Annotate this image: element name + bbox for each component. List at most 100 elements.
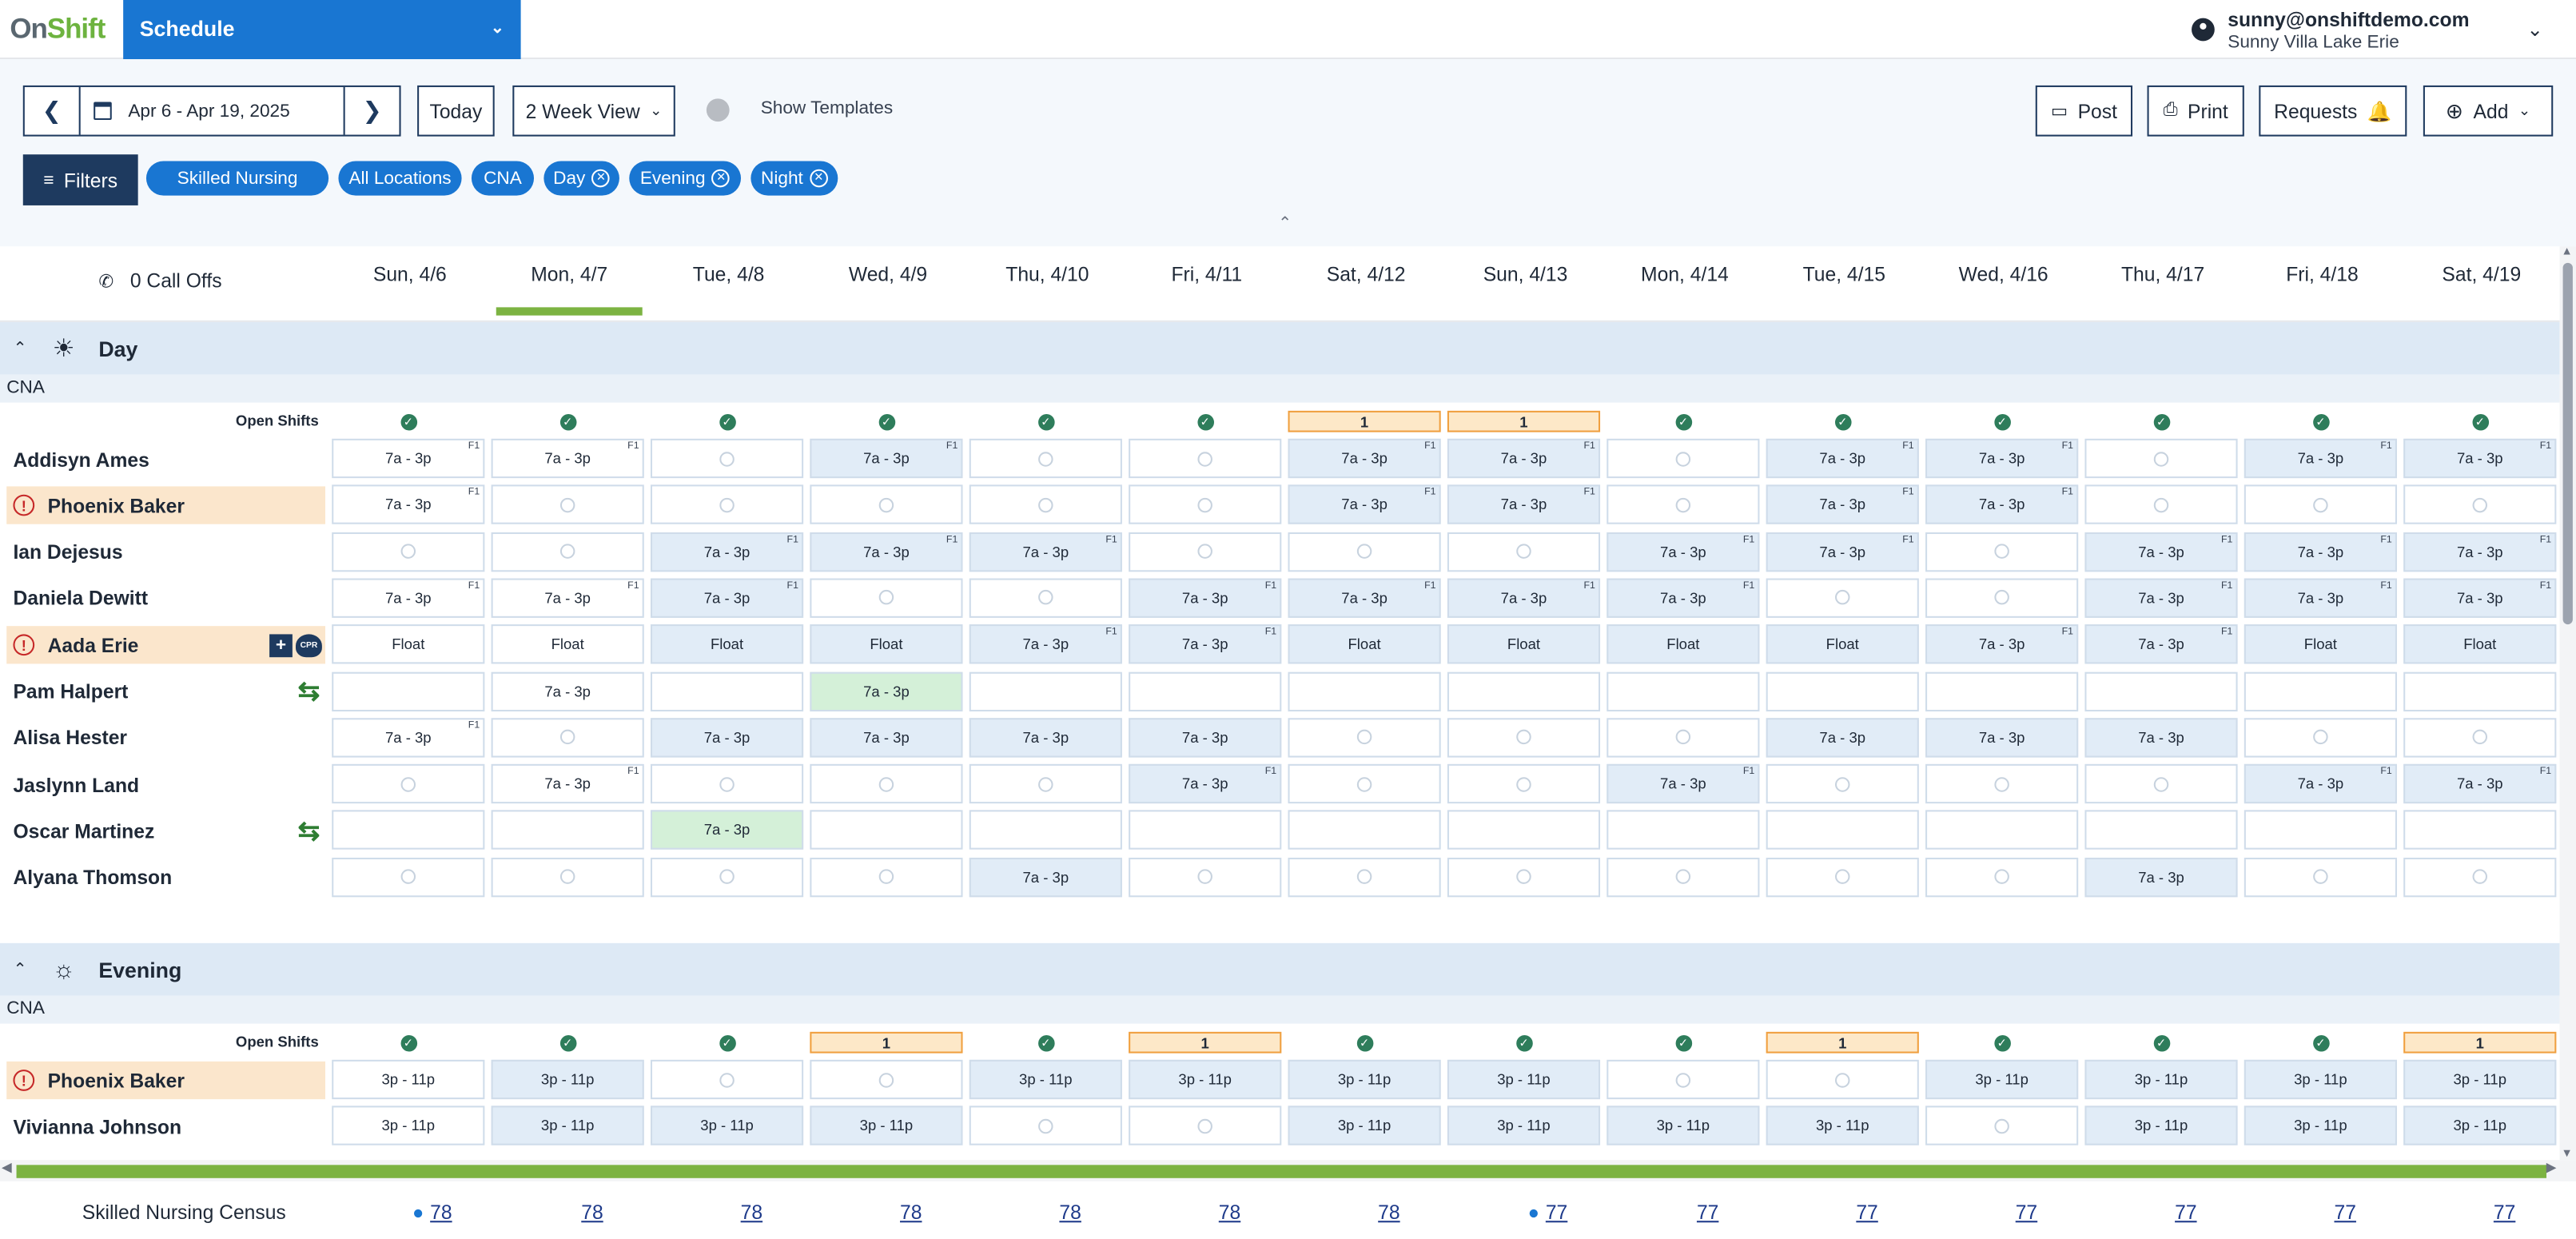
- census-value[interactable]: 78: [353, 1201, 512, 1224]
- shift-cell[interactable]: [1447, 671, 1601, 711]
- census-value[interactable]: 77: [2425, 1201, 2576, 1225]
- shift-cell[interactable]: [1447, 764, 1601, 804]
- shift-cell[interactable]: [1129, 532, 1282, 572]
- call-offs[interactable]: ✆ 0 Call Offs: [98, 269, 221, 293]
- shift-cell[interactable]: [1925, 857, 2079, 897]
- shift-cell[interactable]: 3p - 11p: [1447, 1106, 1601, 1146]
- open-shift-filled[interactable]: ✓: [1925, 1032, 2078, 1054]
- open-shift-filled[interactable]: ✓: [1607, 1032, 1759, 1054]
- shift-cell[interactable]: 7a - 3p: [969, 717, 1122, 758]
- vertical-scrollbar[interactable]: ▲ ▼: [2559, 246, 2576, 1160]
- shift-cell[interactable]: [650, 438, 804, 479]
- shift-cell[interactable]: 7a - 3p F1: [491, 764, 644, 804]
- shift-cell[interactable]: 7a - 3p F1: [1447, 578, 1601, 618]
- shift-cell[interactable]: 3p - 11p: [969, 1059, 1122, 1100]
- open-shift-count[interactable]: 1: [810, 1031, 963, 1054]
- shift-cell[interactable]: [2403, 857, 2557, 897]
- shift-cell[interactable]: Float: [332, 624, 485, 664]
- shift-cell[interactable]: [2403, 717, 2557, 758]
- filter-chip-all-locations[interactable]: All Locations: [338, 161, 462, 196]
- shift-cell[interactable]: [1607, 717, 1760, 758]
- shift-cell[interactable]: 7a - 3p F1: [1288, 438, 1441, 479]
- census-value[interactable]: 78: [1309, 1201, 1468, 1225]
- shift-cell[interactable]: [1129, 438, 1282, 479]
- day-column-header[interactable]: Wed, 4/9: [848, 262, 928, 286]
- day-column-header[interactable]: Tue, 4/8: [692, 262, 765, 286]
- census-value[interactable]: 77: [2266, 1201, 2425, 1225]
- today-button[interactable]: Today: [417, 85, 495, 137]
- shift-cell[interactable]: [650, 764, 804, 804]
- shift-cell[interactable]: Float: [810, 624, 963, 664]
- shift-cell[interactable]: 7a - 3p F1: [2244, 438, 2397, 479]
- filter-chip-day[interactable]: Day ✕: [543, 161, 619, 196]
- shift-cell[interactable]: 7a - 3p: [1925, 717, 2079, 758]
- census-value[interactable]: 77: [1787, 1201, 1946, 1225]
- open-shift-count[interactable]: 1: [1447, 410, 1601, 432]
- shift-cell[interactable]: [1766, 811, 1919, 851]
- shift-cell[interactable]: [491, 857, 644, 897]
- shift-cell[interactable]: [1129, 484, 1282, 525]
- shift-cell[interactable]: [650, 484, 804, 525]
- shift-cell[interactable]: 7a - 3p F1: [332, 438, 485, 479]
- shift-cell[interactable]: [1288, 671, 1441, 711]
- shift-cell[interactable]: [1129, 857, 1282, 897]
- shift-cell[interactable]: 7a - 3p F1: [2403, 578, 2557, 618]
- employee-name[interactable]: Addisyn Ames: [6, 440, 325, 478]
- shift-cell[interactable]: [1288, 764, 1441, 804]
- day-column-header[interactable]: Sun, 4/6: [372, 262, 447, 286]
- open-shift-filled[interactable]: ✓: [332, 411, 484, 432]
- open-shift-count[interactable]: 1: [1766, 1031, 1919, 1054]
- shift-cell[interactable]: 7a - 3p F1: [969, 624, 1122, 664]
- requests-button[interactable]: Requests 🔔: [2259, 85, 2407, 137]
- census-value[interactable]: 78: [512, 1201, 671, 1225]
- census-value[interactable]: 77: [1628, 1201, 1787, 1225]
- day-column-header[interactable]: Fri, 4/18: [2286, 262, 2359, 286]
- filter-chip-night[interactable]: Night ✕: [751, 161, 838, 196]
- shift-cell[interactable]: [2403, 671, 2557, 711]
- shift-cell[interactable]: 7a - 3p F1: [810, 438, 963, 479]
- employee-name[interactable]: ! Phoenix Baker: [6, 1061, 325, 1100]
- shift-cell[interactable]: 7a - 3p F1: [2244, 764, 2397, 804]
- shift-cell[interactable]: 3p - 11p: [650, 1106, 804, 1146]
- shift-cell[interactable]: Float: [2244, 624, 2397, 664]
- open-shift-count[interactable]: 1: [2403, 1031, 2557, 1054]
- shift-cell[interactable]: [2084, 671, 2238, 711]
- shift-cell[interactable]: 3p - 11p: [2403, 1106, 2557, 1146]
- shift-cell[interactable]: [1288, 811, 1441, 851]
- shift-cell[interactable]: [1129, 811, 1282, 851]
- shift-cell[interactable]: [1607, 811, 1760, 851]
- horizontal-scrollbar[interactable]: ◀ ▶: [0, 1160, 2576, 1181]
- shift-cell[interactable]: 7a - 3p F1: [1288, 484, 1441, 525]
- previous-period-button[interactable]: ❮: [25, 86, 81, 135]
- open-shift-count[interactable]: 1: [1129, 1031, 1282, 1054]
- shift-cell[interactable]: [2244, 717, 2397, 758]
- shift-cell[interactable]: 7a - 3p F1: [332, 578, 485, 618]
- census-value[interactable]: 78: [1150, 1201, 1309, 1225]
- shift-cell[interactable]: [2244, 671, 2397, 711]
- shift-cell[interactable]: 7a - 3p F1: [1129, 624, 1282, 664]
- view-select[interactable]: 2 Week View ⌄: [512, 85, 675, 137]
- shift-cell[interactable]: 7a - 3p F1: [1607, 578, 1760, 618]
- shift-cell[interactable]: [1766, 671, 1919, 711]
- day-column-header[interactable]: Tue, 4/15: [1802, 262, 1885, 286]
- shift-cell[interactable]: 7a - 3p F1: [491, 578, 644, 618]
- open-shift-filled[interactable]: ✓: [810, 411, 962, 432]
- open-shift-filled[interactable]: ✓: [1925, 411, 2078, 432]
- shift-cell[interactable]: [1925, 578, 2079, 618]
- employee-name[interactable]: Alisa Hester: [6, 719, 325, 757]
- shift-cell[interactable]: [1607, 1059, 1760, 1100]
- add-button[interactable]: ⊕ Add ⌄: [2423, 85, 2554, 137]
- remove-chip-icon[interactable]: ✕: [711, 169, 731, 188]
- scroll-right-icon[interactable]: ▶: [2546, 1160, 2557, 1175]
- shift-cell[interactable]: [1766, 578, 1919, 618]
- shift-cell[interactable]: [1766, 764, 1919, 804]
- day-column-header[interactable]: Sat, 4/12: [1326, 262, 1406, 286]
- shift-cell[interactable]: [491, 811, 644, 851]
- filters-button[interactable]: ≡ Filters: [22, 154, 138, 205]
- shift-cell[interactable]: [2244, 811, 2397, 851]
- shift-cell[interactable]: [2403, 811, 2557, 851]
- shift-cell[interactable]: [332, 811, 485, 851]
- shift-cell[interactable]: [491, 484, 644, 525]
- census-value[interactable]: 78: [831, 1201, 990, 1225]
- shift-cell[interactable]: [332, 671, 485, 711]
